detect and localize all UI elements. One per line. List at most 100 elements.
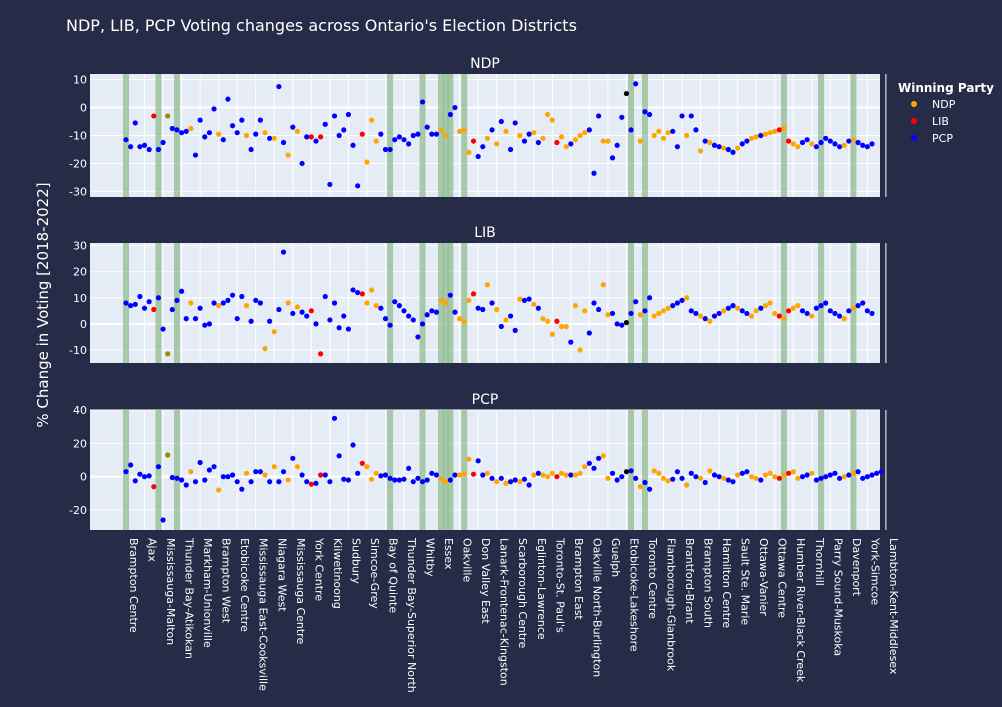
data-point[interactable]	[322, 293, 328, 300]
data-point[interactable]	[572, 472, 579, 478]
data-point[interactable]	[832, 141, 838, 147]
data-point[interactable]	[146, 299, 152, 305]
data-point[interactable]	[707, 318, 713, 324]
data-point[interactable]	[378, 131, 384, 137]
data-point[interactable]	[767, 470, 773, 476]
data-point[interactable]	[540, 472, 546, 478]
data-point[interactable]	[781, 125, 787, 132]
data-point[interactable]	[609, 310, 616, 317]
data-point[interactable]	[772, 128, 778, 134]
data-point[interactable]	[558, 323, 565, 330]
data-point[interactable]	[633, 475, 639, 481]
data-point[interactable]	[155, 146, 162, 153]
data-point[interactable]	[401, 137, 407, 143]
data-point[interactable]	[758, 132, 764, 139]
data-point[interactable]	[406, 313, 412, 319]
data-point[interactable]	[276, 306, 282, 313]
data-point[interactable]	[878, 469, 884, 475]
data-point[interactable]	[860, 300, 866, 306]
data-point[interactable]	[651, 468, 657, 474]
data-point[interactable]	[419, 99, 426, 105]
data-point[interactable]	[799, 139, 806, 146]
data-point[interactable]	[586, 460, 592, 466]
data-point[interactable]	[470, 291, 477, 297]
data-point[interactable]	[841, 142, 847, 148]
data-point[interactable]	[637, 312, 643, 318]
data-point[interactable]	[804, 310, 810, 317]
data-point[interactable]	[327, 317, 333, 323]
data-point[interactable]	[192, 316, 199, 322]
data-point[interactable]	[795, 144, 801, 150]
data-point[interactable]	[216, 303, 222, 309]
data-point[interactable]	[220, 137, 226, 143]
data-point[interactable]	[512, 120, 518, 126]
data-point[interactable]	[197, 305, 203, 311]
data-point[interactable]	[359, 131, 365, 137]
data-point[interactable]	[285, 300, 291, 306]
data-point[interactable]	[341, 127, 347, 133]
data-point[interactable]	[457, 472, 463, 478]
data-point[interactable]	[415, 334, 421, 340]
data-point[interactable]	[396, 134, 402, 140]
data-point[interactable]	[614, 321, 620, 327]
data-point[interactable]	[860, 475, 866, 481]
data-point[interactable]	[665, 478, 671, 484]
data-point[interactable]	[387, 322, 393, 328]
data-point[interactable]	[628, 310, 634, 317]
data-point[interactable]	[554, 139, 560, 146]
data-point[interactable]	[711, 313, 718, 319]
data-point[interactable]	[545, 318, 551, 324]
data-point[interactable]	[410, 132, 416, 139]
data-point[interactable]	[642, 308, 648, 314]
data-point[interactable]	[600, 453, 606, 459]
data-point[interactable]	[674, 144, 680, 150]
data-point[interactable]	[517, 296, 523, 302]
data-point[interactable]	[582, 130, 588, 136]
data-point[interactable]	[480, 306, 486, 313]
data-point[interactable]	[660, 135, 667, 141]
data-point[interactable]	[804, 137, 810, 143]
data-point[interactable]	[823, 135, 829, 141]
data-point[interactable]	[512, 477, 518, 483]
data-point[interactable]	[614, 477, 620, 483]
data-point[interactable]	[869, 141, 875, 147]
data-point[interactable]	[725, 477, 731, 483]
data-point[interactable]	[331, 415, 338, 421]
data-point[interactable]	[443, 479, 449, 485]
data-point[interactable]	[494, 141, 500, 147]
data-point[interactable]	[702, 138, 708, 144]
data-point[interactable]	[169, 474, 175, 481]
data-point[interactable]	[350, 142, 356, 148]
data-point[interactable]	[294, 304, 301, 310]
data-point[interactable]	[684, 482, 690, 488]
data-point[interactable]	[753, 308, 759, 314]
data-point[interactable]	[785, 308, 792, 314]
data-point[interactable]	[762, 472, 769, 478]
data-point[interactable]	[619, 114, 625, 120]
data-point[interactable]	[762, 131, 769, 137]
data-point[interactable]	[864, 474, 870, 480]
data-point[interactable]	[748, 313, 755, 319]
data-point[interactable]	[670, 476, 676, 482]
data-point[interactable]	[688, 113, 694, 119]
data-point[interactable]	[331, 300, 338, 306]
data-point[interactable]	[350, 287, 356, 293]
data-point[interactable]	[341, 313, 347, 319]
data-point[interactable]	[711, 472, 718, 478]
data-point[interactable]	[785, 470, 792, 476]
data-point[interactable]	[605, 475, 611, 481]
data-point[interactable]	[637, 484, 643, 490]
data-point[interactable]	[257, 117, 263, 123]
data-point[interactable]	[790, 469, 796, 475]
data-point[interactable]	[697, 148, 704, 154]
data-point[interactable]	[503, 317, 509, 323]
data-point[interactable]	[188, 300, 194, 306]
data-point[interactable]	[290, 310, 296, 317]
data-point[interactable]	[211, 464, 217, 470]
data-point[interactable]	[206, 467, 213, 473]
data-point[interactable]	[549, 470, 555, 476]
data-point[interactable]	[735, 305, 741, 311]
data-point[interactable]	[160, 517, 166, 523]
data-point[interactable]	[748, 474, 755, 480]
data-point[interactable]	[707, 139, 713, 146]
